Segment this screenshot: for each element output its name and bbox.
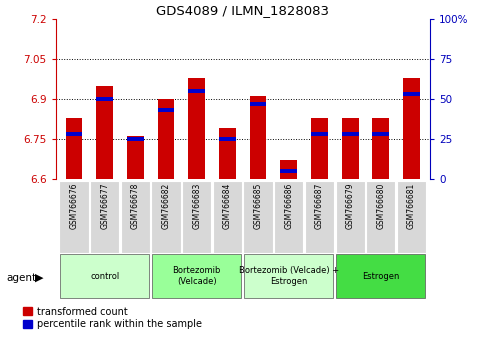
Bar [311, 118, 328, 179]
Bar [66, 118, 83, 179]
Text: GSM766679: GSM766679 [346, 183, 355, 229]
Bar [157, 99, 174, 179]
FancyBboxPatch shape [213, 181, 242, 253]
Text: ▶: ▶ [35, 273, 44, 283]
Title: GDS4089 / ILMN_1828083: GDS4089 / ILMN_1828083 [156, 4, 329, 17]
Bar [250, 102, 267, 107]
Bar [188, 89, 205, 93]
Bar [66, 132, 83, 136]
FancyBboxPatch shape [60, 254, 149, 298]
FancyBboxPatch shape [336, 254, 425, 298]
FancyBboxPatch shape [121, 181, 150, 253]
FancyBboxPatch shape [182, 181, 211, 253]
Text: GSM766682: GSM766682 [161, 183, 170, 229]
FancyBboxPatch shape [397, 181, 426, 253]
FancyBboxPatch shape [152, 181, 181, 253]
Text: GSM766678: GSM766678 [131, 183, 140, 229]
Bar [280, 169, 297, 173]
Text: GSM766686: GSM766686 [284, 183, 293, 229]
Bar [311, 132, 328, 136]
Text: Bortezomib (Velcade) +
Estrogen: Bortezomib (Velcade) + Estrogen [239, 267, 339, 286]
FancyBboxPatch shape [336, 181, 365, 253]
Bar [341, 118, 358, 179]
FancyBboxPatch shape [366, 181, 396, 253]
Text: GSM766685: GSM766685 [254, 183, 263, 229]
FancyBboxPatch shape [305, 181, 334, 253]
Text: GSM766676: GSM766676 [70, 183, 78, 229]
FancyBboxPatch shape [59, 181, 88, 253]
Text: control: control [90, 272, 119, 281]
Text: GSM766683: GSM766683 [192, 183, 201, 229]
Bar [127, 137, 144, 141]
Bar [96, 97, 113, 101]
FancyBboxPatch shape [243, 181, 272, 253]
Bar [127, 136, 144, 179]
Bar [188, 78, 205, 179]
Bar [219, 137, 236, 141]
Bar [403, 78, 420, 179]
Text: agent: agent [6, 273, 36, 283]
Bar [403, 92, 420, 96]
Text: GSM766687: GSM766687 [315, 183, 324, 229]
Bar [157, 108, 174, 112]
FancyBboxPatch shape [90, 181, 119, 253]
Text: GSM766684: GSM766684 [223, 183, 232, 229]
FancyBboxPatch shape [274, 181, 303, 253]
Bar [96, 86, 113, 179]
Text: GSM766680: GSM766680 [376, 183, 385, 229]
FancyBboxPatch shape [244, 254, 333, 298]
FancyBboxPatch shape [152, 254, 241, 298]
Text: GSM766681: GSM766681 [407, 183, 416, 229]
Text: Bortezomib
(Velcade): Bortezomib (Velcade) [172, 267, 221, 286]
Bar [250, 96, 267, 179]
Bar [372, 132, 389, 136]
Text: Estrogen: Estrogen [362, 272, 399, 281]
Bar [219, 128, 236, 179]
Bar [280, 160, 297, 179]
Legend: transformed count, percentile rank within the sample: transformed count, percentile rank withi… [19, 303, 206, 333]
Text: GSM766677: GSM766677 [100, 183, 109, 229]
Bar [372, 118, 389, 179]
Bar [341, 132, 358, 136]
